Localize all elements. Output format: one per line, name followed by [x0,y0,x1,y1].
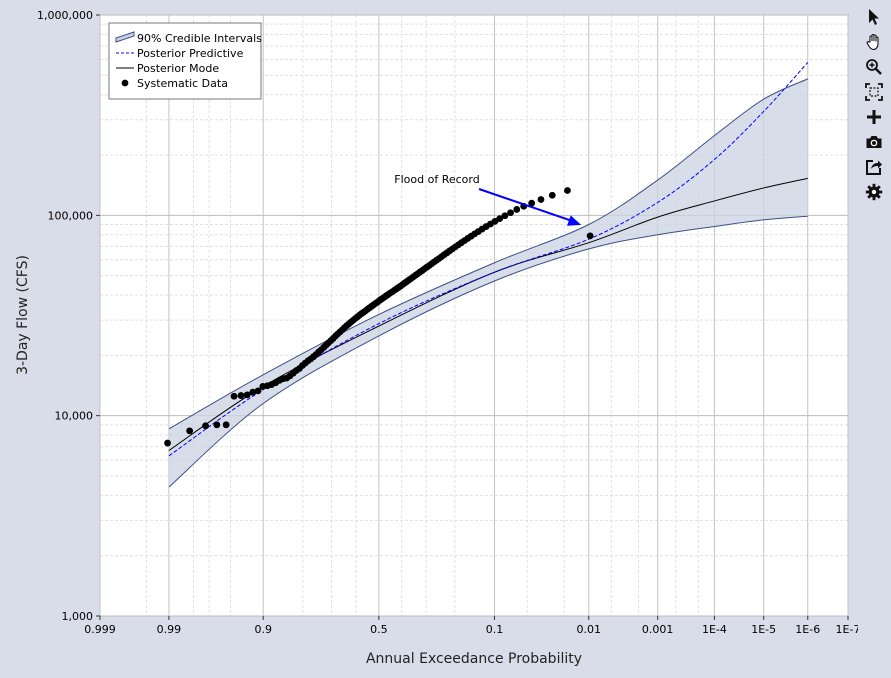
data-point [513,206,521,213]
data-point [164,439,171,447]
data-point [528,199,536,207]
legend: 90% Credible Intervals Posterior Predicti… [108,22,262,100]
systematic-data-points [164,187,594,447]
y-tick-label: 1,000,000 [37,9,93,22]
data-point [254,387,262,395]
camera-icon [866,136,882,148]
data-point [496,215,504,223]
legend-label: 90% Credible Intervals [137,32,262,45]
data-point [237,392,245,399]
flood-of-record-label: Flood of Record [394,173,479,186]
flood-of-record-arrowhead [567,215,582,226]
pointer-button[interactable] [863,6,885,28]
settings-gear-icon [865,183,883,201]
annotation-layer: Flood of Record [394,173,582,226]
legend-label: Posterior Predictive [137,47,244,60]
legend-label: Systematic Data [137,77,228,90]
zoom-button[interactable] [863,56,885,78]
legend-label: Posterior Mode [137,62,219,75]
snapshot-button[interactable] [863,131,885,153]
y-tick-label: 1,000 [62,610,94,623]
legend-data-swatch [121,79,129,87]
y-axis-title: 3-Day Flow (CFS) [15,255,31,375]
pan-hand-icon [866,33,879,51]
x-tick-label: 0.1 [486,623,504,636]
credible-interval-band [168,78,808,488]
export-icon [866,160,882,175]
chart-toolbar [862,6,886,206]
data-point [243,391,251,399]
data-point [501,212,509,220]
probability-plot[interactable]: 0.999 0.99 0.9 0.5 0.1 0.01 0.001 1E-4 1E-5 1E-6 1… [0,0,858,678]
data-point [222,421,230,429]
x-tick-label: 1E-7 [836,623,858,636]
y-tick-label: 10,000 [55,410,94,423]
data-point [586,232,594,240]
data-point [548,191,556,199]
data-point [230,392,238,400]
x-tick-label: 0.001 [642,623,674,636]
legend-band-swatch [115,31,135,43]
x-tick-label: 0.99 [157,623,182,636]
pan-button[interactable] [863,31,885,53]
x-tick-label: 1E-5 [751,623,776,636]
export-button[interactable] [863,156,885,178]
crosshair-plus-icon [867,110,881,124]
settings-button[interactable] [863,181,885,203]
x-tick-label: 1E-4 [702,623,727,636]
credible-band-fill [168,78,808,488]
x-tick-label: 0.999 [84,623,116,636]
credible-band-lower [168,215,808,488]
grid-lines [99,14,849,617]
data-point [507,209,514,217]
data-point [564,187,571,194]
crosshair-button[interactable] [863,106,885,128]
zoom-extents-button[interactable] [863,81,885,103]
data-point [186,427,194,435]
plot-area [99,14,849,617]
x-tick-label: 0.9 [254,623,272,636]
data-point [213,421,221,429]
zoom-extents-icon [865,83,883,101]
x-tick-label: 0.5 [370,623,388,636]
data-point [537,196,545,203]
credible-band-upper [168,78,808,430]
x-tick-label: 0.01 [577,623,602,636]
pointer-icon [869,9,879,25]
y-tick-label: 100,000 [48,209,94,222]
axes: 0.999 0.99 0.9 0.5 0.1 0.01 0.001 1E-4 1E-5 1E-6 1… [37,9,858,636]
x-axis-title: Annual Exceedance Probability [366,651,582,667]
flood-of-record-arrow [478,188,574,223]
data-point [202,422,209,430]
x-tick-label: 1E-6 [795,623,820,636]
zoom-in-icon [866,59,882,75]
data-point [249,388,257,396]
